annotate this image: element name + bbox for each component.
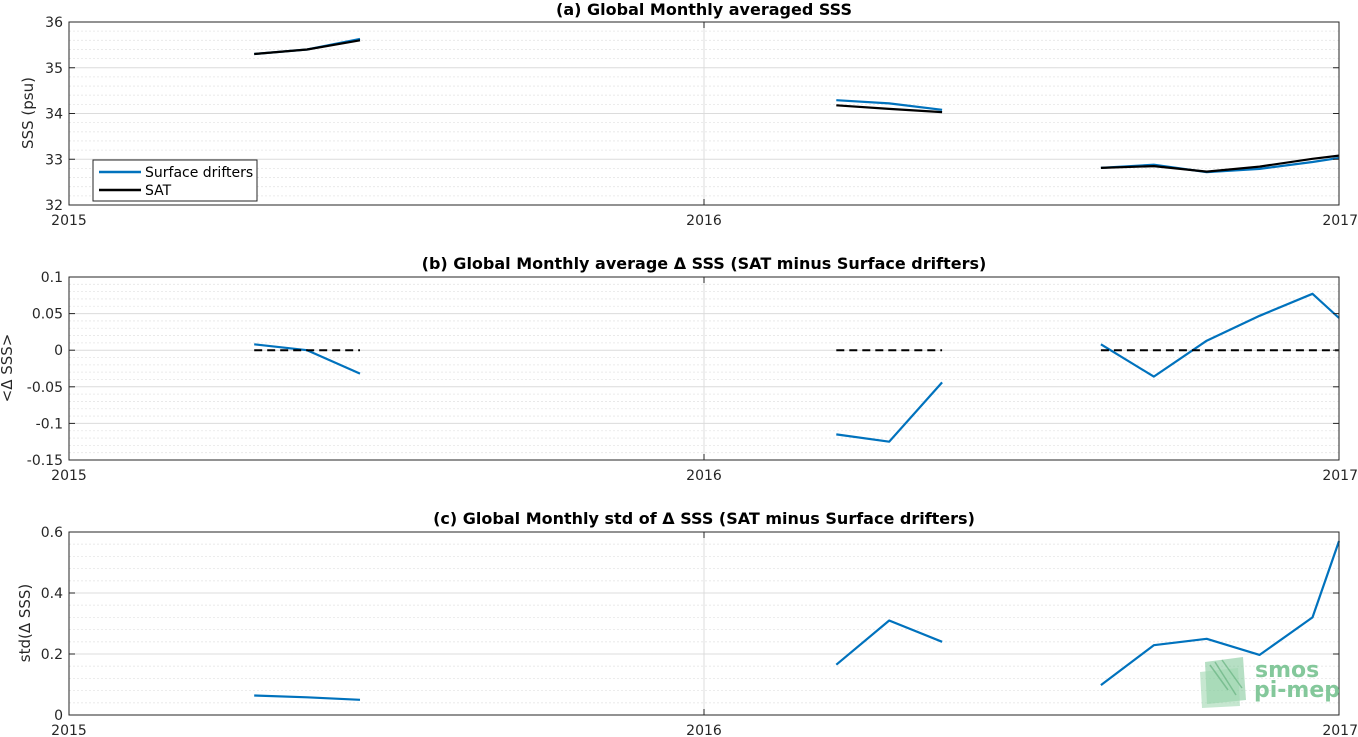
chart-title: (c) Global Monthly std of Δ SSS (SAT min… xyxy=(433,509,975,528)
ticks: -0.15 -0.1 -0.05 0 0.05 0.1 2015 2016 2017 xyxy=(27,270,1358,484)
series-line-0 xyxy=(1100,540,1341,686)
x-tick-label: 2015 xyxy=(51,723,87,737)
smos-pimep-logo: smos pi-mep xyxy=(1200,657,1340,708)
y-tick-label: 32 xyxy=(45,198,63,214)
y-tick-label: 0.6 xyxy=(41,525,63,541)
x-tick-label: 2016 xyxy=(686,723,722,737)
y-tick-label: 0.1 xyxy=(41,270,63,286)
y-axis-label: std(Δ SSS) xyxy=(16,584,34,663)
x-tick-label: 2017 xyxy=(1322,468,1358,484)
x-tick-label: 2016 xyxy=(686,213,722,229)
series-line-0 xyxy=(254,343,361,375)
grid xyxy=(68,531,1340,716)
y-tick-label: 0 xyxy=(54,708,63,724)
series-line-surface-drifters xyxy=(1100,156,1340,174)
legend-box xyxy=(92,159,258,202)
series-line-0 xyxy=(835,619,943,666)
y-tick-label: -0.1 xyxy=(36,416,63,432)
plot-lines xyxy=(254,37,1340,174)
chart-title: (a) Global Monthly averaged SSS xyxy=(556,0,852,19)
y-tick-label: 33 xyxy=(45,152,63,168)
logo-graphic-icon xyxy=(1200,657,1246,708)
x-tick-label: 2017 xyxy=(1322,213,1358,229)
y-axis-label: <Δ SSS> xyxy=(0,334,16,403)
plot-lines xyxy=(254,540,1341,701)
y-tick-label: 0.4 xyxy=(41,586,63,602)
panel-b: (b) Global Monthly average Δ SSS (SAT mi… xyxy=(0,254,1358,484)
ticks: 0 0.2 0.4 0.6 2015 2016 2017 xyxy=(41,525,1358,737)
grid xyxy=(68,21,1340,206)
y-tick-label: 0.05 xyxy=(32,307,63,323)
y-tick-label: 36 xyxy=(45,15,63,31)
y-tick-label: 0 xyxy=(54,343,63,359)
legend: Surface drifters SAT xyxy=(92,159,258,202)
x-tick-label: 2017 xyxy=(1322,723,1358,737)
grid xyxy=(68,276,1340,461)
ticks: 32 33 34 35 36 2015 2016 2017 xyxy=(45,15,1358,229)
y-axis-label: SSS (psu) xyxy=(19,77,37,149)
y-tick-label: -0.05 xyxy=(27,380,63,396)
series-line-0 xyxy=(836,381,943,443)
series-line-0 xyxy=(254,694,361,701)
chart-title: (b) Global Monthly average Δ SSS (SAT mi… xyxy=(422,254,987,273)
panel-c: (c) Global Monthly std of Δ SSS (SAT min… xyxy=(16,509,1358,737)
series-line-surface-drifters xyxy=(836,99,943,111)
panel-a: (a) Global Monthly averaged SSS SSS (psu… xyxy=(19,0,1358,229)
x-tick-label: 2015 xyxy=(51,213,87,229)
y-tick-label: 0.2 xyxy=(41,647,63,663)
legend-label-sat: SAT xyxy=(145,183,172,199)
y-tick-label: 35 xyxy=(45,61,63,77)
logo-text-smos: smos xyxy=(1255,658,1319,683)
plot-lines xyxy=(254,292,1340,443)
series-line-0 xyxy=(1100,292,1340,378)
y-tick-label: 34 xyxy=(45,107,63,123)
x-tick-label: 2015 xyxy=(51,468,87,484)
series-line-sat xyxy=(1100,154,1340,173)
series-line-sat xyxy=(254,39,361,56)
y-tick-label: -0.15 xyxy=(27,453,63,469)
legend-label-surface-drifters: Surface drifters xyxy=(145,165,253,181)
x-tick-label: 2016 xyxy=(686,468,722,484)
logo-text-pimep: pi-mep xyxy=(1254,678,1340,703)
series-line-sat xyxy=(836,104,943,114)
